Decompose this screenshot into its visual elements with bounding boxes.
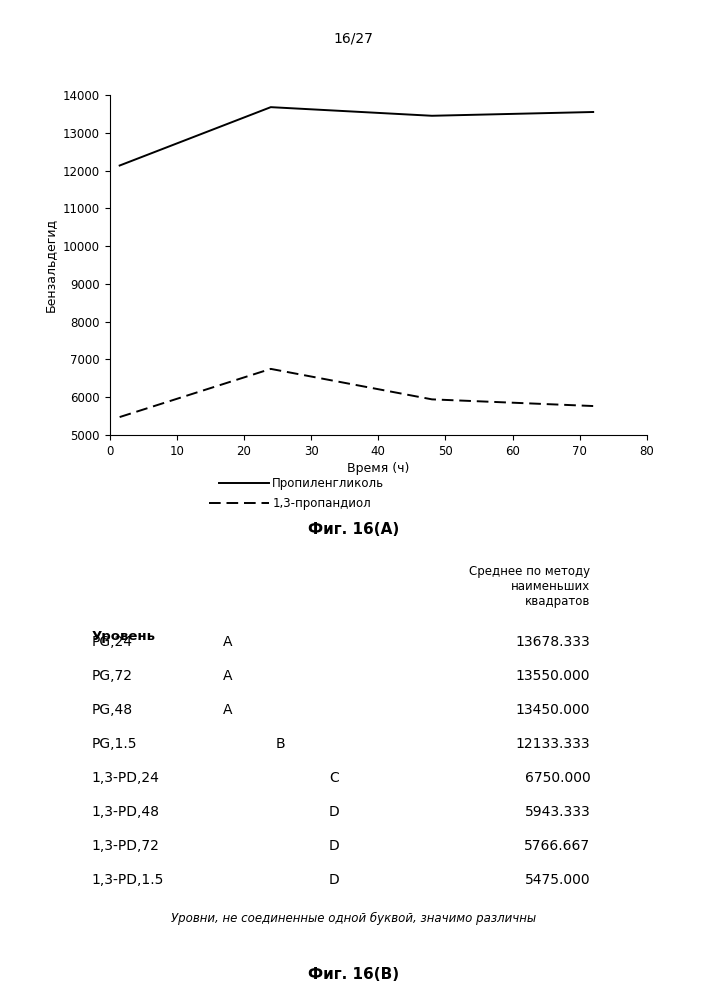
- Text: 1,3-пропандиол: 1,3-пропандиол: [272, 497, 371, 510]
- Text: Пропиленгликоль: Пропиленгликоль: [272, 477, 385, 490]
- Text: 13678.333: 13678.333: [515, 635, 590, 649]
- Text: Среднее по методу
наименьших
квадратов: Среднее по методу наименьших квадратов: [469, 565, 590, 608]
- Text: A: A: [223, 669, 232, 683]
- Y-axis label: Бензальдегид: Бензальдегид: [44, 218, 57, 312]
- Text: A: A: [223, 703, 232, 717]
- Text: A: A: [223, 635, 232, 649]
- X-axis label: Время (ч): Время (ч): [347, 462, 409, 475]
- Text: 1,3-PD,48: 1,3-PD,48: [92, 805, 160, 819]
- Text: 1,3-PD,72: 1,3-PD,72: [92, 839, 160, 853]
- Text: 13450.000: 13450.000: [516, 703, 590, 717]
- Text: 5766.667: 5766.667: [524, 839, 590, 853]
- Text: D: D: [329, 839, 339, 853]
- Text: Уровни, не соединенные одной буквой, значимо различны: Уровни, не соединенные одной буквой, зна…: [171, 912, 536, 925]
- Text: PG,48: PG,48: [92, 703, 133, 717]
- Text: Уровень: Уровень: [92, 630, 156, 643]
- Text: PG,72: PG,72: [92, 669, 133, 683]
- Text: C: C: [329, 771, 339, 785]
- Text: Фиг. 16(B): Фиг. 16(B): [308, 967, 399, 982]
- Text: 5475.000: 5475.000: [525, 873, 590, 887]
- Text: PG,24: PG,24: [92, 635, 133, 649]
- Text: PG,1.5: PG,1.5: [92, 737, 137, 751]
- Text: 12133.333: 12133.333: [515, 737, 590, 751]
- Text: B: B: [276, 737, 286, 751]
- Text: 1,3-PD,1.5: 1,3-PD,1.5: [92, 873, 164, 887]
- Text: 6750.000: 6750.000: [525, 771, 590, 785]
- Text: D: D: [329, 873, 339, 887]
- Text: 16/27: 16/27: [334, 32, 373, 46]
- Text: 1,3-PD,24: 1,3-PD,24: [92, 771, 160, 785]
- Text: 13550.000: 13550.000: [516, 669, 590, 683]
- Text: 5943.333: 5943.333: [525, 805, 590, 819]
- Text: D: D: [329, 805, 339, 819]
- Text: Фиг. 16(А): Фиг. 16(А): [308, 522, 399, 538]
